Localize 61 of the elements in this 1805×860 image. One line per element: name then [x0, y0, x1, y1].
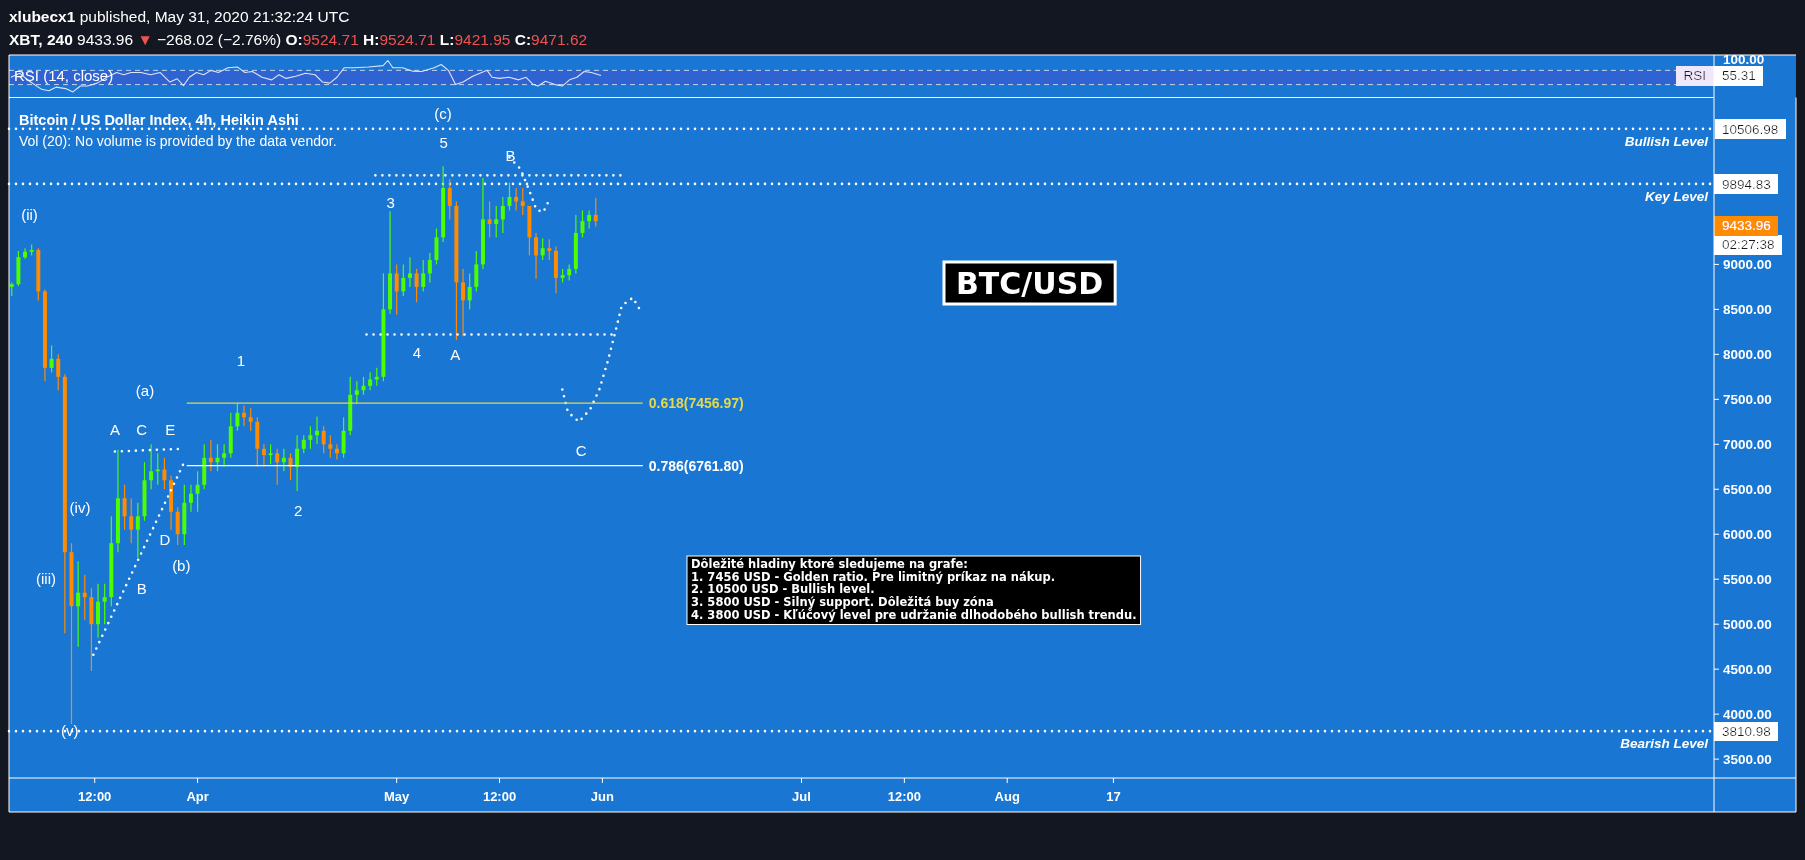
ref-line-label: Key Level [1644, 188, 1709, 204]
x-tick-label: 12:00 [887, 789, 921, 804]
annotation: 4 [412, 343, 422, 361]
caption-box: BTC/USD [942, 260, 1117, 306]
annotation: 5 [439, 134, 448, 152]
annotation: 2 [294, 502, 303, 520]
annotation: C [136, 421, 148, 439]
annotation: RSI [1683, 68, 1707, 84]
x-tick-label: 12:00 [482, 789, 517, 804]
text: 100.00 [1723, 52, 1765, 68]
y-tick-label: 10506.98 [1722, 121, 1779, 137]
annotation: (a) [135, 381, 155, 399]
annotation: A [450, 345, 461, 363]
annotation: (ii) [21, 206, 38, 224]
annotation: D [159, 531, 171, 549]
y-tick-label: 8000.00 [1723, 347, 1772, 363]
y-tick-label: 6500.00 [1723, 481, 1772, 497]
text: 02:27:38 [1722, 237, 1775, 253]
annotation: B [136, 580, 147, 598]
series-label: 0.618(7456.97) [648, 395, 744, 412]
y-tick-label: 5000.00 [1723, 616, 1772, 632]
x-tick-label: Apr [186, 789, 209, 804]
y-tick-label: 3500.00 [1723, 751, 1772, 767]
x-tick-label: May [384, 789, 411, 804]
y-tick-label: 9000.00 [1723, 257, 1772, 273]
note-box: Dôležité hladiny ktoré sledujeme na grafe: 1. 7456 USD - Golden ratio. Pre limitný príkaz na nákup. 2. 10500 USD - Bullish level. 3. 5800 USD - Silný support. Dôležitá buy zóna 4. 3800 USD - Kľúčový level pre udržanie dlhodobého bullish trendu. [686, 555, 1142, 625]
y-tick-label: 7500.00 [1723, 392, 1772, 408]
y-tick-label: 6000.00 [1723, 526, 1772, 542]
y-tick-label: 5500.00 [1723, 571, 1772, 587]
annotation: A [109, 421, 120, 439]
annotation: 1 [236, 351, 246, 369]
annotation: (iv) [69, 498, 91, 516]
ref-line-label: Bearish Level [1620, 736, 1709, 752]
annotation: 3 [386, 193, 395, 211]
annotation: E [165, 421, 176, 439]
y-tick-label: 9433.96 [1722, 218, 1771, 234]
chart-title: RSI (14, close) [14, 67, 114, 84]
annotation: (c) [434, 104, 452, 122]
series-label: 0.786(6761.80) [648, 457, 744, 474]
annotation: (b) [172, 556, 191, 574]
y-tick-label: 9894.83 [1722, 176, 1771, 192]
y-tick-label: 4000.00 [1723, 706, 1772, 722]
text: xlubecx1 published, May 31, 2020 21:32:24 UTC [9, 8, 350, 25]
x-tick-label: Jul [792, 789, 811, 804]
x-tick-label: 12:00 [78, 789, 112, 804]
y-tick-label: 3810.98 [1722, 724, 1771, 739]
y-tick-label: 7000.00 [1723, 437, 1772, 453]
annotation: B [505, 146, 516, 164]
annotation: BTC/USD [956, 266, 1104, 301]
y-tick-label: 8500.00 [1723, 302, 1772, 318]
annotation: (iii) [36, 570, 56, 588]
x-tick-label: 17 [1106, 789, 1121, 804]
x-tick-label: Jun [590, 789, 615, 804]
text: Bitcoin / US Dollar Index, 4h, Heikin Ashi [19, 112, 299, 128]
x-tick-label: Aug [994, 789, 1020, 804]
annotation: C [575, 441, 587, 459]
ref-line-label: Bullish Level [1624, 133, 1709, 149]
y-tick-label: 4500.00 [1723, 661, 1772, 677]
text: 55.31 [1722, 68, 1756, 84]
text: XBT, 240 9433.96 ▼ −268.02 (−2.76%) O:9524.71 H:9524.71 L:9421.95 C:9471.62 [9, 31, 588, 48]
annotation: Vol (20): No volume is provided by the data vendor. [19, 133, 337, 149]
